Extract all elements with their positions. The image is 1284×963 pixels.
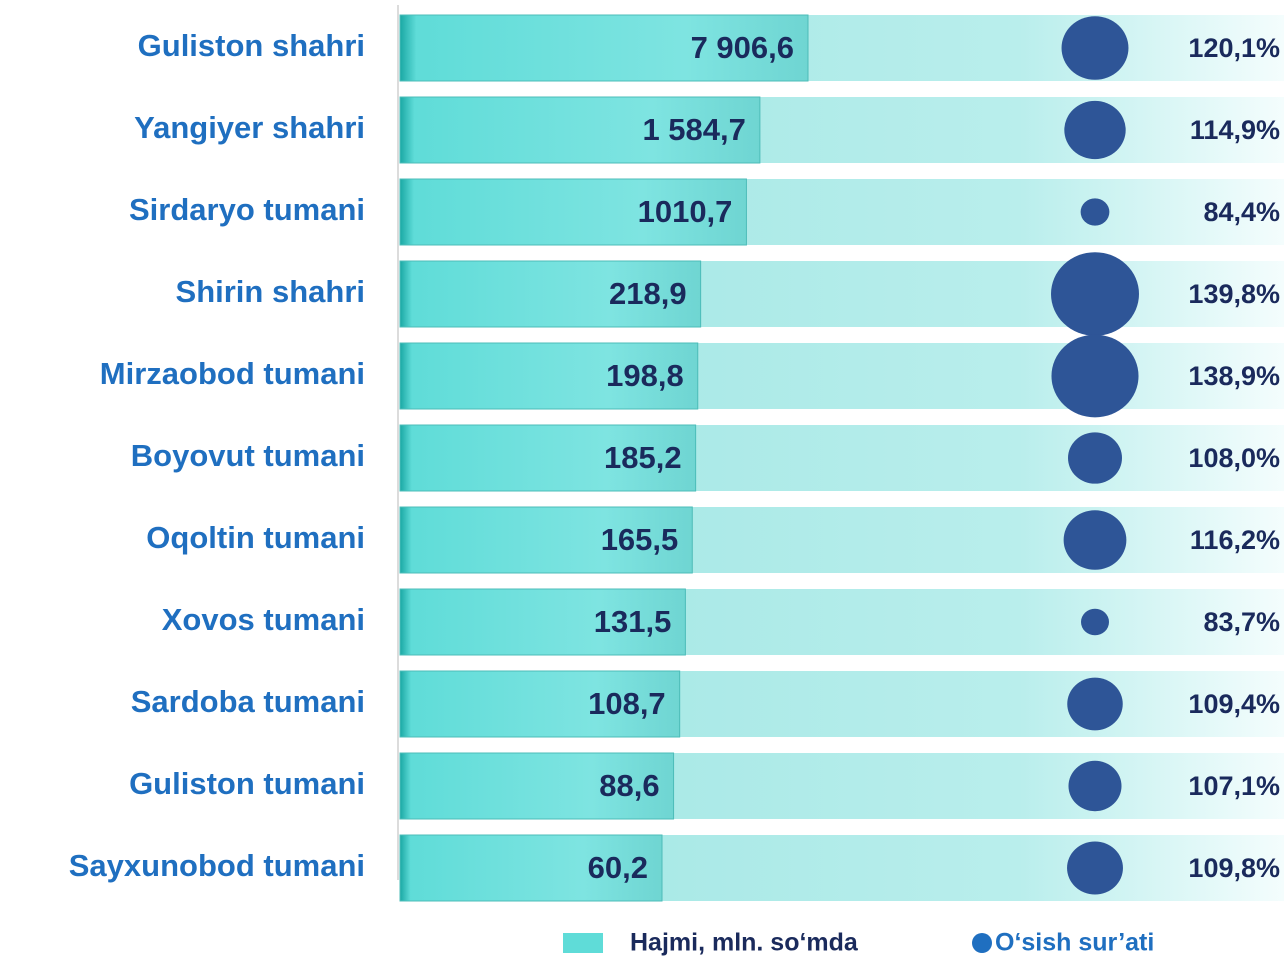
bar [399,506,693,574]
bar-value-label: 1010,7 [638,194,733,229]
bubble [1051,252,1139,336]
growth-label: 84,4% [1203,197,1280,227]
category-label: Sardoba tumani [131,684,365,719]
legend-swatch [972,933,992,953]
category-label: Guliston tumani [129,766,365,801]
bar-value-label: 7 906,6 [691,30,794,65]
bar-value-label: 185,2 [604,440,682,475]
bubble [1061,16,1129,80]
bar [399,342,699,410]
growth-label: 114,9% [1190,115,1280,145]
growth-label: 139,8% [1188,279,1280,309]
category-label: Sirdaryo tumani [129,192,365,227]
bar [399,670,681,738]
legend-label: O‘sish sur’ati [995,929,1154,957]
bar [399,424,697,492]
bar [399,178,747,246]
bubble [1063,510,1127,570]
growth-label: 109,4% [1188,689,1280,719]
bar [399,588,686,656]
bar-value-label: 218,9 [609,276,687,311]
bar-value-label: 198,8 [606,358,684,393]
bar-value-label: 108,7 [588,686,666,721]
bar [399,752,675,820]
category-label: Xovos tumani [162,602,365,637]
category-label: Sayxunobod tumani [69,848,365,883]
growth-label: 120,1% [1188,33,1280,63]
bar-value-label: 131,5 [594,604,672,639]
bubble [1068,760,1122,812]
growth-label: 108,0% [1188,443,1280,473]
bar [399,260,702,328]
bar-value-label: 88,6 [599,768,659,803]
category-label: Mirzaobod tumani [100,356,365,391]
legend-swatch [563,933,603,953]
bar [399,14,809,82]
bar [399,834,663,902]
category-label: Shirin shahri [176,274,365,309]
bubble [1081,608,1109,636]
category-label: Yangiyer shahri [134,110,365,145]
bubble [1080,198,1110,226]
bubble [1068,432,1122,484]
bar-value-label: 1 584,7 [642,112,745,147]
bubble [1067,677,1123,731]
legend-label: Hajmi, mln. so‘mda [630,929,859,957]
growth-label: 109,8% [1188,853,1280,883]
growth-label: 138,9% [1188,361,1280,391]
category-label: Boyovut tumani [131,438,365,473]
bar [399,96,761,164]
bar-value-label: 60,2 [588,850,648,885]
growth-label: 116,2% [1190,525,1280,555]
bubble [1051,334,1139,418]
growth-label: 83,7% [1203,607,1280,637]
category-label: Guliston shahri [138,28,365,63]
bubble [1064,100,1126,160]
category-label: Oqoltin tumani [146,520,365,555]
growth-label: 107,1% [1188,771,1280,801]
bar-value-label: 165,5 [601,522,679,557]
bubble [1067,841,1123,895]
